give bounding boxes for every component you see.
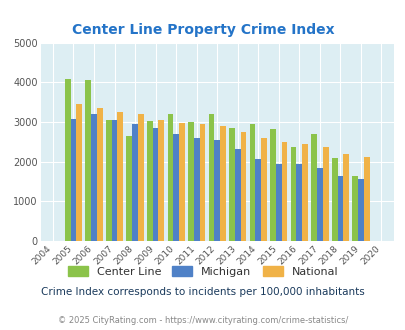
Bar [193, 138, 199, 241]
Bar [322, 147, 328, 241]
Bar [269, 129, 275, 241]
Bar [147, 121, 152, 241]
Bar [357, 179, 363, 241]
Bar [208, 114, 214, 241]
Bar [65, 79, 70, 241]
Bar [138, 114, 143, 241]
Bar [132, 124, 138, 241]
Bar [126, 136, 132, 241]
Bar [275, 164, 281, 241]
Bar [316, 168, 322, 241]
Bar [97, 108, 102, 241]
Bar [106, 120, 111, 241]
Bar [290, 148, 296, 241]
Text: Center Line Property Crime Index: Center Line Property Crime Index [72, 23, 333, 37]
Bar [311, 134, 316, 241]
Bar [343, 154, 348, 241]
Text: © 2025 CityRating.com - https://www.cityrating.com/crime-statistics/: © 2025 CityRating.com - https://www.city… [58, 315, 347, 325]
Bar [152, 128, 158, 241]
Legend: Center Line, Michigan, National: Center Line, Michigan, National [63, 261, 342, 281]
Bar [91, 114, 97, 241]
Bar [167, 114, 173, 241]
Bar [249, 124, 255, 241]
Bar [111, 120, 117, 241]
Text: Crime Index corresponds to incidents per 100,000 inhabitants: Crime Index corresponds to incidents per… [41, 287, 364, 297]
Bar [234, 148, 240, 241]
Bar [281, 142, 287, 241]
Bar [363, 156, 369, 241]
Bar [240, 132, 246, 241]
Bar [158, 120, 164, 241]
Bar [117, 112, 123, 241]
Bar [179, 123, 184, 241]
Bar [220, 126, 225, 241]
Bar [337, 176, 343, 241]
Bar [301, 144, 307, 241]
Bar [352, 176, 357, 241]
Bar [260, 138, 266, 241]
Bar [70, 118, 76, 241]
Bar [255, 159, 260, 241]
Bar [173, 134, 179, 241]
Bar [85, 80, 91, 241]
Bar [76, 104, 82, 241]
Bar [214, 140, 220, 241]
Bar [199, 124, 205, 241]
Bar [296, 164, 301, 241]
Bar [188, 122, 193, 241]
Bar [331, 158, 337, 241]
Bar [228, 128, 234, 241]
